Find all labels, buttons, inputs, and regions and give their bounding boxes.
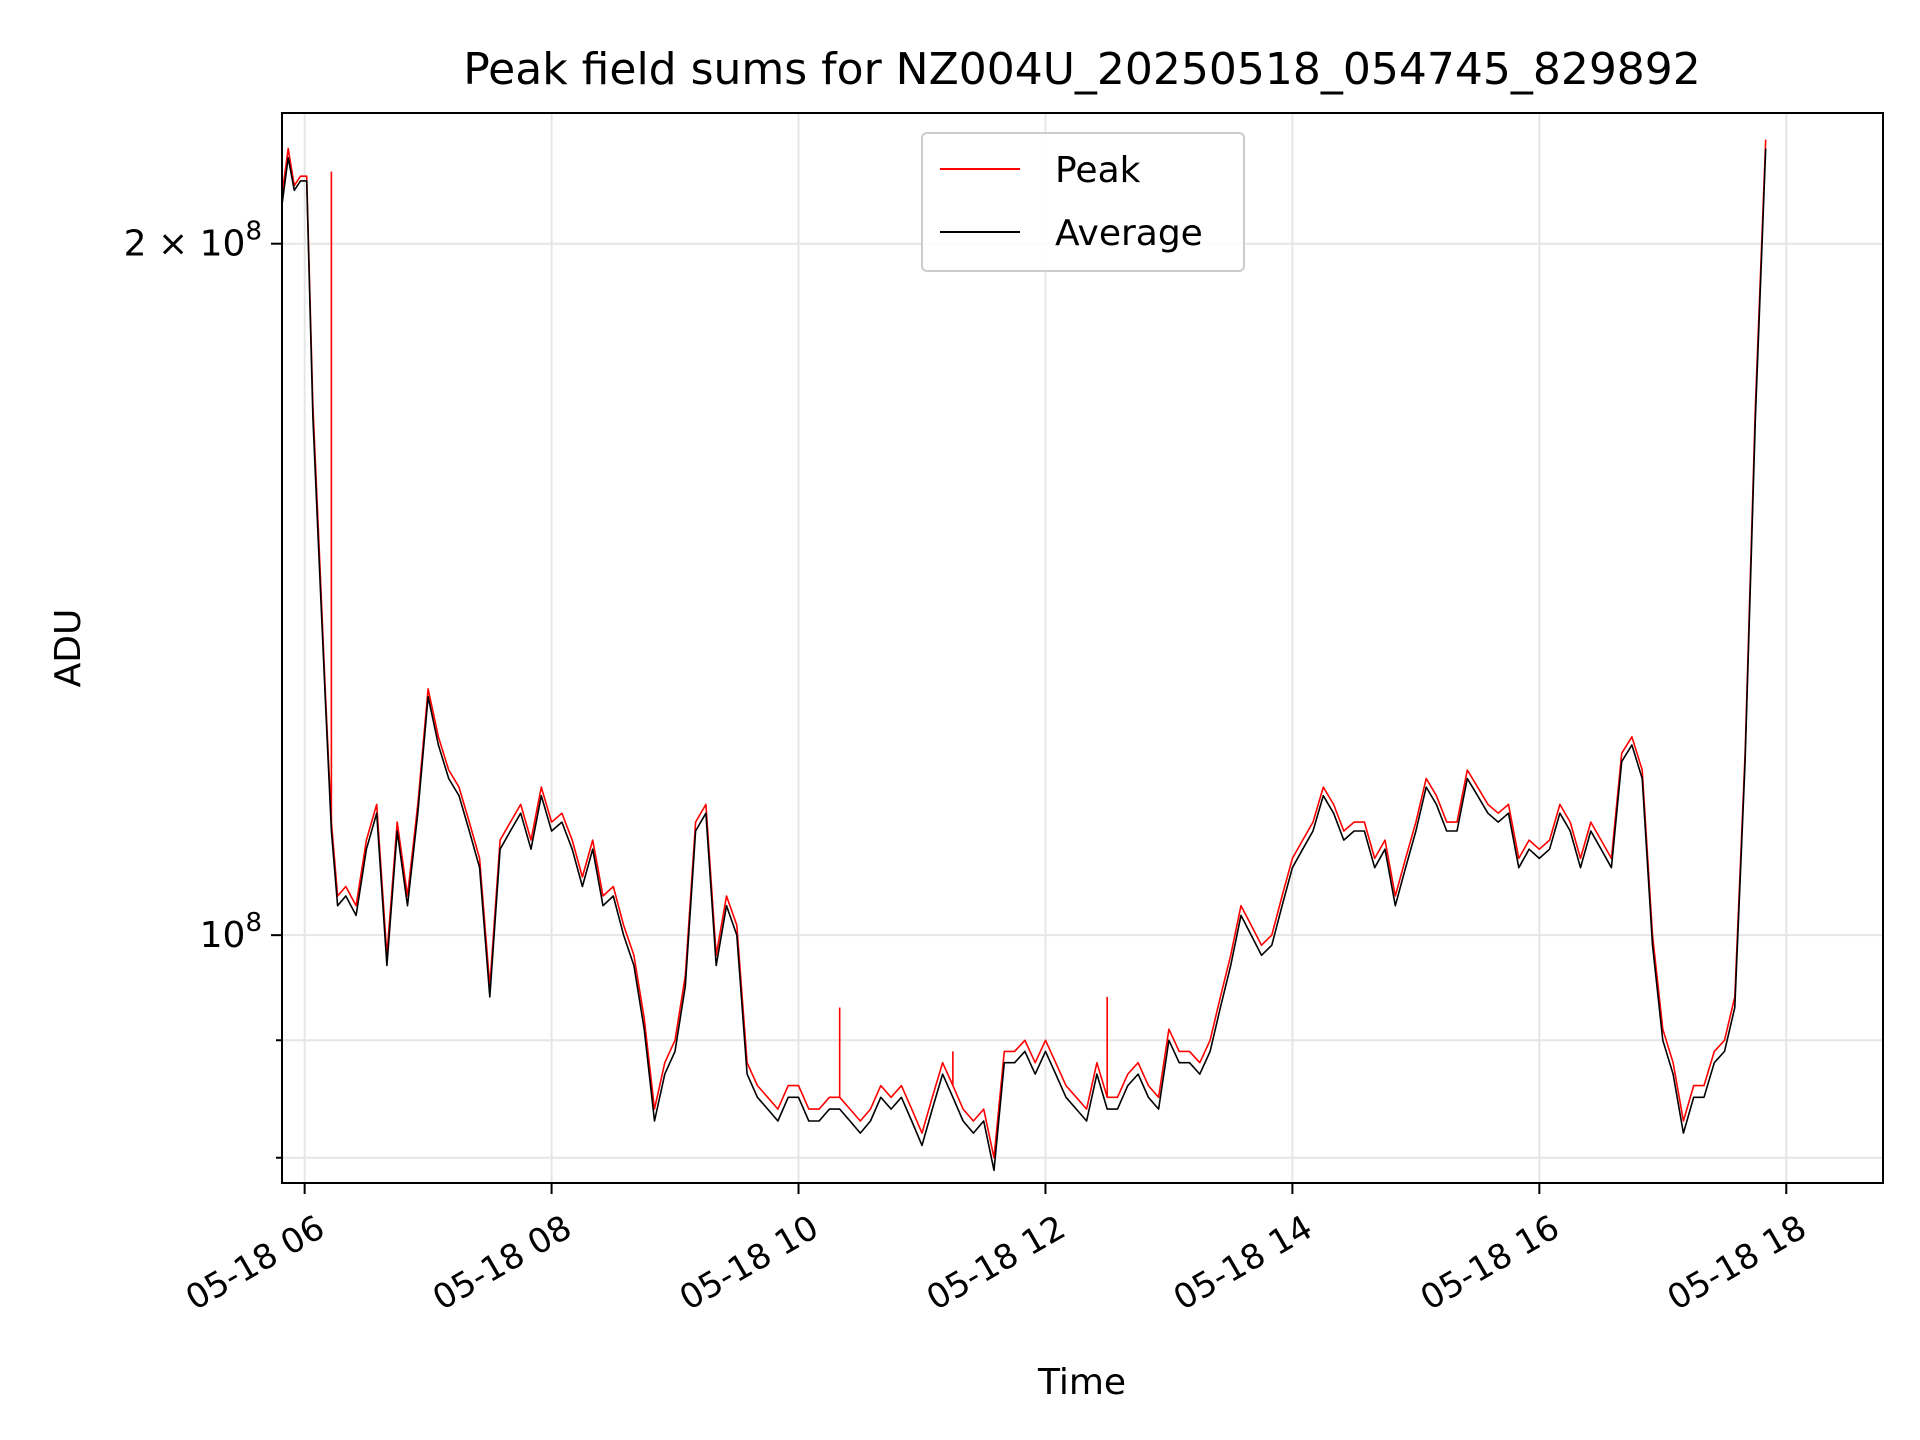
y-axis: 108 2 × 108 — [124, 217, 282, 1159]
plot-lines — [281, 139, 1767, 1172]
plot-frame — [281, 112, 1884, 1184]
x-axis-title: Time — [1037, 1362, 1126, 1403]
legend-peak-label: Peak — [1055, 150, 1141, 191]
grid-lines — [282, 113, 1883, 1183]
legend-average-label: Average — [1055, 213, 1203, 254]
chart-title: Peak field sums for NZ004U_20250518_0547… — [463, 44, 1701, 95]
legend-box — [921, 132, 1245, 272]
y-tick-label: 2 × 108 — [124, 217, 262, 265]
series-line-average — [281, 148, 1767, 1172]
y-axis-title: ADU — [48, 609, 89, 688]
legend: Peak Average — [921, 132, 1245, 272]
y-tick-label: 108 — [200, 908, 262, 956]
